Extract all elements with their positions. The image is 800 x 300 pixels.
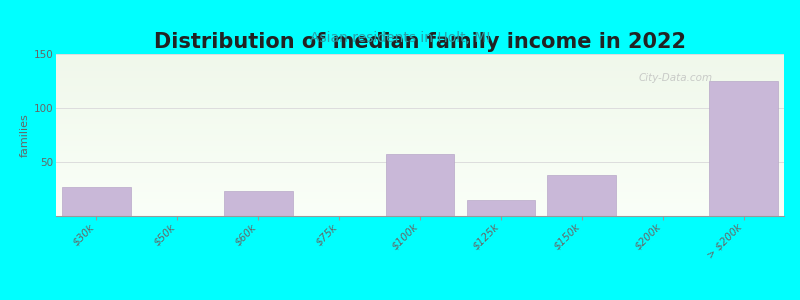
Text: Asian residents in Holt, MI: Asian residents in Holt, MI <box>310 32 490 46</box>
Bar <box>466 200 535 216</box>
Bar <box>386 154 454 216</box>
Y-axis label: families: families <box>19 113 30 157</box>
Bar <box>547 175 616 216</box>
Bar <box>709 81 778 216</box>
Bar <box>224 191 293 216</box>
Title: Distribution of median family income in 2022: Distribution of median family income in … <box>154 32 686 52</box>
Text: City-Data.com: City-Data.com <box>638 73 713 83</box>
Bar <box>62 187 131 216</box>
